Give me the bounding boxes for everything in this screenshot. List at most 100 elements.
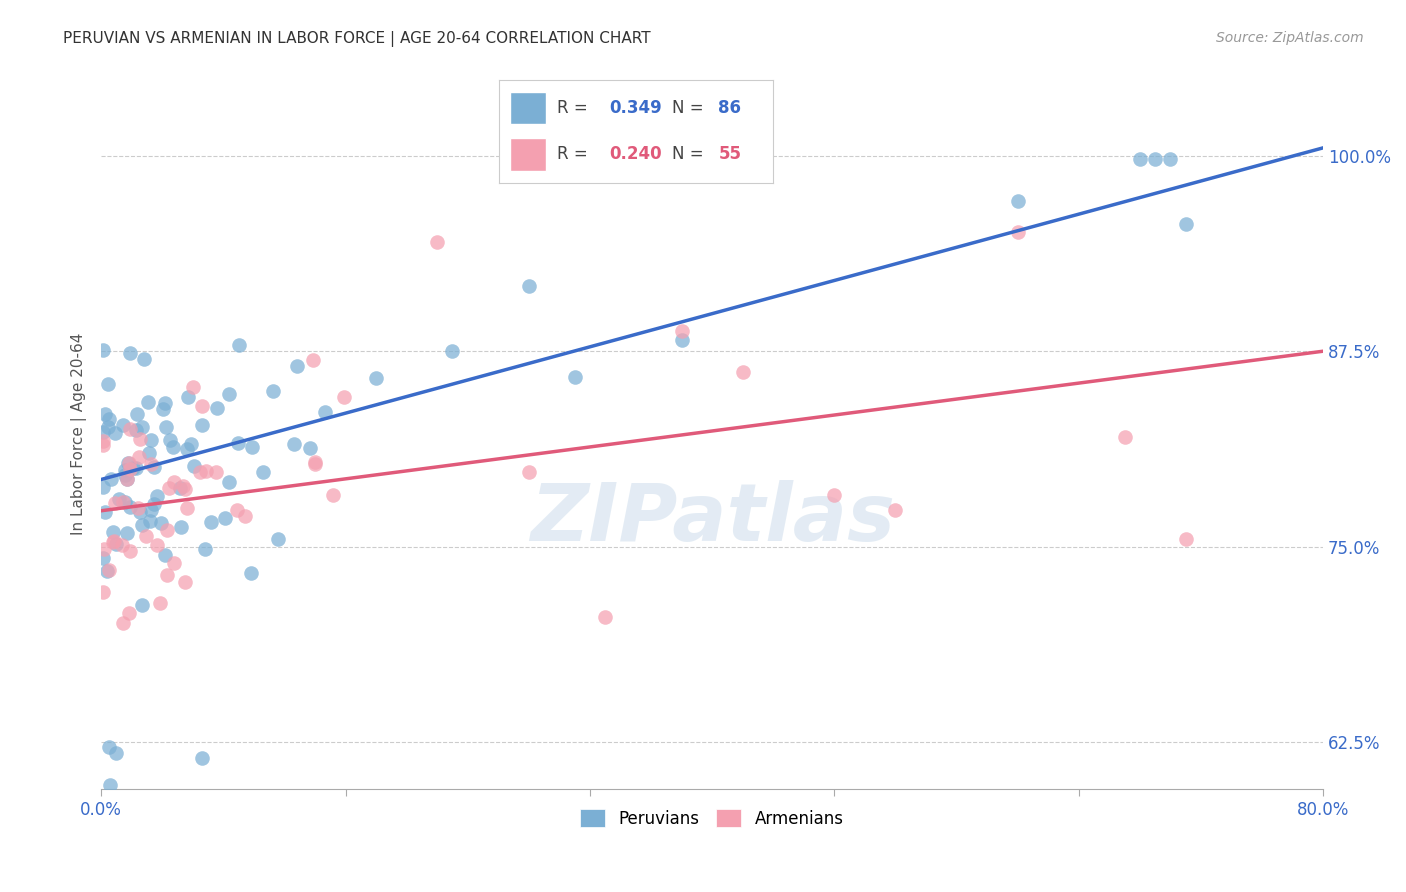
Point [108, 491, 131, 506]
Point [120, 500, 142, 514]
Point [96, 564, 118, 578]
FancyBboxPatch shape [510, 92, 546, 124]
Point [115, 526, 138, 541]
Point [117, 606, 139, 620]
Point [125, 461, 148, 475]
Point [162, 475, 184, 489]
Point [1174, 532, 1197, 546]
Point [218, 387, 240, 401]
Point [111, 615, 134, 630]
Point [671, 333, 693, 347]
Point [188, 465, 211, 479]
Point [91, 425, 114, 439]
Point [115, 472, 138, 486]
Point [441, 344, 464, 359]
Point [298, 441, 321, 455]
Point [101, 535, 124, 549]
Point [1174, 217, 1197, 231]
Point [322, 488, 344, 502]
Point [91, 551, 114, 566]
Y-axis label: In Labor Force | Age 20-64: In Labor Force | Age 20-64 [72, 332, 87, 534]
Point [176, 442, 198, 456]
Point [114, 463, 136, 477]
Point [129, 505, 152, 519]
Point [156, 523, 179, 537]
Point [139, 503, 162, 517]
Point [823, 488, 845, 502]
Point [134, 352, 156, 367]
Point [91, 438, 114, 452]
Point [564, 370, 586, 384]
Point [283, 436, 305, 450]
Point [101, 524, 124, 539]
Point [131, 420, 153, 434]
Point [135, 529, 157, 543]
Point [131, 599, 153, 613]
Point [176, 500, 198, 515]
Text: 86: 86 [718, 99, 741, 117]
Point [195, 464, 218, 478]
Text: N =: N = [672, 99, 709, 117]
Point [91, 434, 114, 448]
Point [731, 365, 754, 379]
Point [304, 455, 326, 469]
Point [149, 596, 172, 610]
Point [114, 494, 136, 508]
Point [112, 417, 135, 432]
Point [240, 440, 263, 454]
Point [155, 420, 177, 434]
Point [302, 352, 325, 367]
Point [304, 457, 326, 471]
Point [97, 739, 120, 754]
Point [267, 532, 290, 546]
Text: R =: R = [557, 99, 593, 117]
Point [94, 408, 117, 422]
Legend: Peruvians, Armenians: Peruvians, Armenians [574, 803, 851, 834]
Point [181, 380, 204, 394]
Point [240, 566, 263, 580]
Text: 55: 55 [718, 145, 741, 163]
Point [1129, 152, 1152, 166]
Text: 0.349: 0.349 [609, 99, 662, 117]
Point [174, 482, 197, 496]
Text: Source: ZipAtlas.com: Source: ZipAtlas.com [1216, 31, 1364, 45]
Point [139, 433, 162, 447]
Point [118, 422, 141, 436]
Point [262, 384, 284, 398]
Point [104, 746, 127, 760]
Point [159, 481, 181, 495]
Point [153, 396, 176, 410]
Point [120, 544, 142, 558]
Point [159, 433, 181, 447]
Point [118, 345, 141, 359]
Point [162, 556, 184, 570]
Point [122, 460, 145, 475]
Point [91, 585, 114, 599]
Point [252, 465, 274, 479]
Point [333, 390, 356, 404]
Text: ZIPatlas: ZIPatlas [530, 480, 894, 558]
Point [91, 343, 114, 357]
Point [100, 472, 122, 486]
Point [191, 751, 214, 765]
Point [98, 778, 121, 792]
Point [97, 420, 120, 434]
Point [97, 412, 120, 426]
Point [97, 563, 120, 577]
Text: 0.240: 0.240 [609, 145, 661, 163]
Point [1144, 152, 1167, 166]
Point [314, 405, 336, 419]
Point [183, 458, 205, 473]
Point [131, 518, 153, 533]
Point [138, 446, 160, 460]
Point [170, 520, 193, 534]
Point [1159, 152, 1181, 166]
Point [214, 511, 236, 525]
Point [169, 481, 191, 495]
Point [194, 542, 217, 557]
Point [207, 401, 229, 416]
Point [117, 456, 139, 470]
Point [593, 610, 616, 624]
Point [125, 408, 148, 422]
Point [104, 425, 127, 440]
